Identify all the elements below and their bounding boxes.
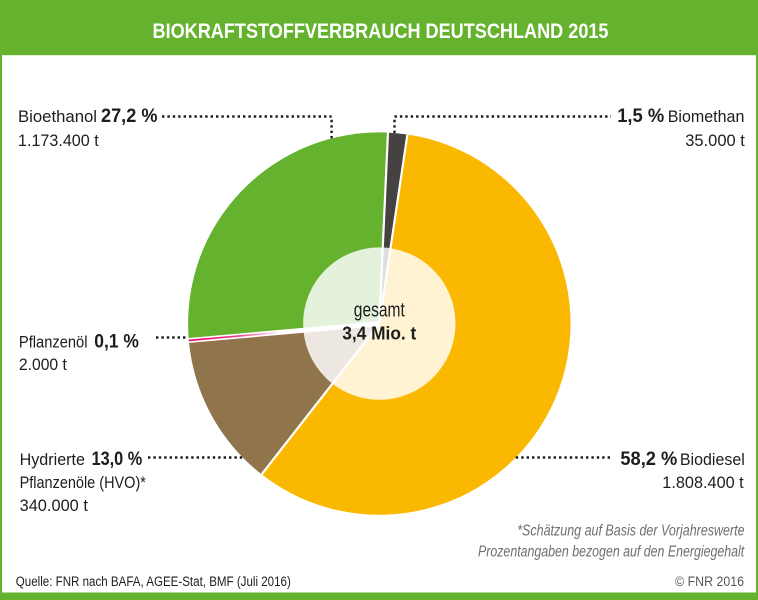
svg-text:Prozentangaben bezogen auf den: Prozentangaben bezogen auf den Energiege… — [478, 544, 745, 561]
svg-text:*Schätzung auf Basis der Vorja: *Schätzung auf Basis der Vorjahreswerte — [517, 523, 745, 540]
svg-text:© FNR 2016: © FNR 2016 — [675, 574, 744, 589]
svg-text:340.000 t: 340.000 t — [20, 496, 89, 515]
svg-text:1.808.400 t: 1.808.400 t — [662, 473, 744, 492]
svg-text:Pflanzenöle (HVO)*: Pflanzenöle (HVO)* — [20, 473, 147, 492]
svg-text:27,2 %: 27,2 % — [101, 106, 158, 127]
svg-text:Bioethanol: Bioethanol — [18, 107, 97, 126]
svg-text:58,2 %: 58,2 % — [620, 449, 677, 470]
svg-text:gesamt: gesamt — [354, 300, 405, 322]
svg-text:Biodiesel: Biodiesel — [680, 450, 745, 469]
svg-text:1,5 %: 1,5 % — [617, 106, 664, 127]
svg-text:13,0 %: 13,0 % — [92, 449, 143, 470]
svg-text:3,4 Mio. t: 3,4 Mio. t — [342, 323, 416, 344]
svg-text:0,1 %: 0,1 % — [94, 332, 139, 353]
svg-text:BIOKRAFTSTOFFVERBRAUCH DEUTSCH: BIOKRAFTSTOFFVERBRAUCH DEUTSCHLAND 2015 — [153, 19, 609, 43]
svg-text:Pflanzenöl: Pflanzenöl — [19, 333, 88, 352]
svg-text:35.000 t: 35.000 t — [685, 131, 745, 150]
svg-text:1.173.400 t: 1.173.400 t — [18, 131, 99, 150]
svg-text:2.000 t: 2.000 t — [19, 355, 67, 374]
svg-text:Biomethan: Biomethan — [668, 107, 745, 126]
svg-text:Hydrierte: Hydrierte — [20, 450, 85, 469]
svg-text:Quelle: FNR nach BAFA, AGEE-St: Quelle: FNR nach BAFA, AGEE-Stat, BMF (J… — [16, 574, 291, 589]
